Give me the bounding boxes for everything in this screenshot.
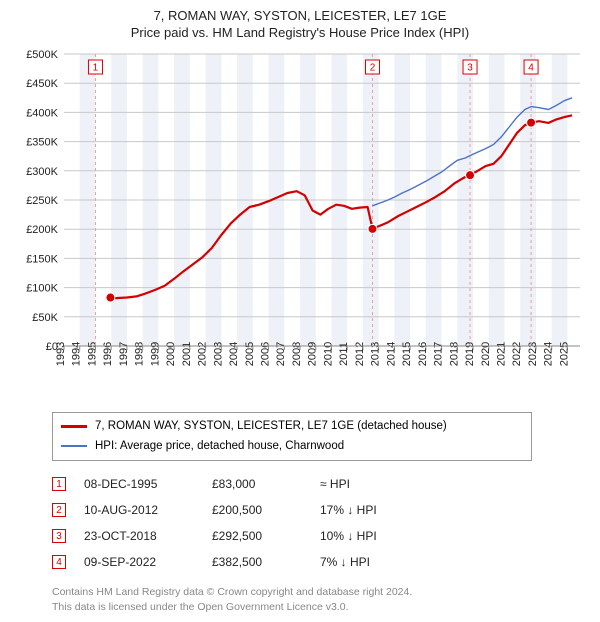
tx-price: £382,500 [212, 555, 302, 569]
svg-text:2008: 2008 [291, 342, 303, 366]
svg-text:1994: 1994 [71, 342, 83, 366]
tx-date: 09-SEP-2022 [84, 555, 194, 569]
tx-marker: 3 [52, 529, 66, 543]
svg-text:£150K: £150K [26, 253, 58, 265]
title-address: 7, ROMAN WAY, SYSTON, LEICESTER, LE7 1GE [12, 8, 588, 23]
svg-text:2012: 2012 [354, 342, 366, 366]
title-block: 7, ROMAN WAY, SYSTON, LEICESTER, LE7 1GE… [12, 8, 588, 40]
svg-text:£250K: £250K [26, 195, 58, 207]
svg-text:2004: 2004 [228, 342, 240, 366]
legend: 7, ROMAN WAY, SYSTON, LEICESTER, LE7 1GE… [52, 412, 532, 461]
tx-date: 10-AUG-2012 [84, 503, 194, 517]
line-chart: £0£50K£100K£150K£200K£250K£300K£350K£400… [12, 46, 588, 406]
svg-text:2016: 2016 [417, 342, 429, 366]
footer-line1: Contains HM Land Registry data © Crown c… [52, 585, 588, 600]
svg-text:2022: 2022 [511, 342, 523, 366]
tx-date: 08-DEC-1995 [84, 477, 194, 491]
transaction-row: 1 08-DEC-1995 £83,000 ≈ HPI [52, 471, 588, 497]
svg-text:1997: 1997 [118, 342, 130, 366]
footer-line2: This data is licensed under the Open Gov… [52, 600, 588, 615]
chart-container: 7, ROMAN WAY, SYSTON, LEICESTER, LE7 1GE… [0, 0, 600, 622]
tx-price: £83,000 [212, 477, 302, 491]
transaction-row: 4 09-SEP-2022 £382,500 7% ↓ HPI [52, 549, 588, 575]
svg-text:2005: 2005 [244, 342, 256, 366]
svg-text:2001: 2001 [181, 342, 193, 366]
svg-text:3: 3 [467, 63, 473, 74]
svg-text:2000: 2000 [165, 342, 177, 366]
svg-text:2018: 2018 [448, 342, 460, 366]
chart-area: £0£50K£100K£150K£200K£250K£300K£350K£400… [12, 46, 588, 406]
svg-text:2007: 2007 [275, 342, 287, 366]
tx-delta: 7% ↓ HPI [320, 555, 430, 569]
svg-text:£400K: £400K [26, 107, 58, 119]
legend-item: HPI: Average price, detached house, Char… [61, 437, 523, 457]
legend-label: 7, ROMAN WAY, SYSTON, LEICESTER, LE7 1GE… [95, 417, 447, 437]
svg-text:2015: 2015 [401, 342, 413, 366]
tx-price: £292,500 [212, 529, 302, 543]
svg-text:2009: 2009 [307, 342, 319, 366]
transaction-row: 2 10-AUG-2012 £200,500 17% ↓ HPI [52, 497, 588, 523]
tx-marker: 4 [52, 555, 66, 569]
svg-text:2017: 2017 [433, 342, 445, 366]
svg-text:2024: 2024 [543, 342, 555, 366]
legend-label: HPI: Average price, detached house, Char… [95, 437, 344, 457]
tx-delta: ≈ HPI [320, 477, 430, 491]
tx-date: 23-OCT-2018 [84, 529, 194, 543]
svg-text:2020: 2020 [480, 342, 492, 366]
transaction-table: 1 08-DEC-1995 £83,000 ≈ HPI 2 10-AUG-2012 £200… [52, 471, 588, 575]
svg-text:4: 4 [528, 63, 534, 74]
tx-price: £200,500 [212, 503, 302, 517]
svg-text:2003: 2003 [212, 342, 224, 366]
svg-text:2006: 2006 [260, 342, 272, 366]
title-subtitle: Price paid vs. HM Land Registry's House … [12, 25, 588, 40]
svg-text:1998: 1998 [134, 342, 146, 366]
legend-item: 7, ROMAN WAY, SYSTON, LEICESTER, LE7 1GE… [61, 417, 523, 437]
svg-text:2013: 2013 [370, 342, 382, 366]
legend-swatch [61, 425, 87, 428]
svg-text:£500K: £500K [26, 49, 58, 61]
svg-text:£50K: £50K [32, 312, 58, 324]
legend-swatch [61, 445, 87, 447]
svg-text:1995: 1995 [86, 342, 98, 366]
svg-text:£350K: £350K [26, 137, 58, 149]
tx-delta: 17% ↓ HPI [320, 503, 430, 517]
svg-text:2002: 2002 [197, 342, 209, 366]
footer-attribution: Contains HM Land Registry data © Crown c… [52, 585, 588, 614]
svg-text:2025: 2025 [558, 342, 570, 366]
svg-text:£300K: £300K [26, 166, 58, 178]
tx-marker: 1 [52, 477, 66, 491]
svg-text:1999: 1999 [149, 342, 161, 366]
svg-text:2010: 2010 [322, 342, 334, 366]
tx-delta: 10% ↓ HPI [320, 529, 430, 543]
svg-text:2021: 2021 [495, 342, 507, 366]
transaction-row: 3 23-OCT-2018 £292,500 10% ↓ HPI [52, 523, 588, 549]
svg-text:2019: 2019 [464, 342, 476, 366]
svg-text:2014: 2014 [385, 342, 397, 366]
svg-text:£450K: £450K [26, 78, 58, 90]
svg-text:1993: 1993 [55, 342, 67, 366]
tx-marker: 2 [52, 503, 66, 517]
svg-text:£100K: £100K [26, 283, 58, 295]
svg-text:2: 2 [370, 63, 376, 74]
svg-text:2023: 2023 [527, 342, 539, 366]
svg-text:1: 1 [93, 63, 99, 74]
svg-text:1996: 1996 [102, 342, 114, 366]
svg-text:£200K: £200K [26, 224, 58, 236]
